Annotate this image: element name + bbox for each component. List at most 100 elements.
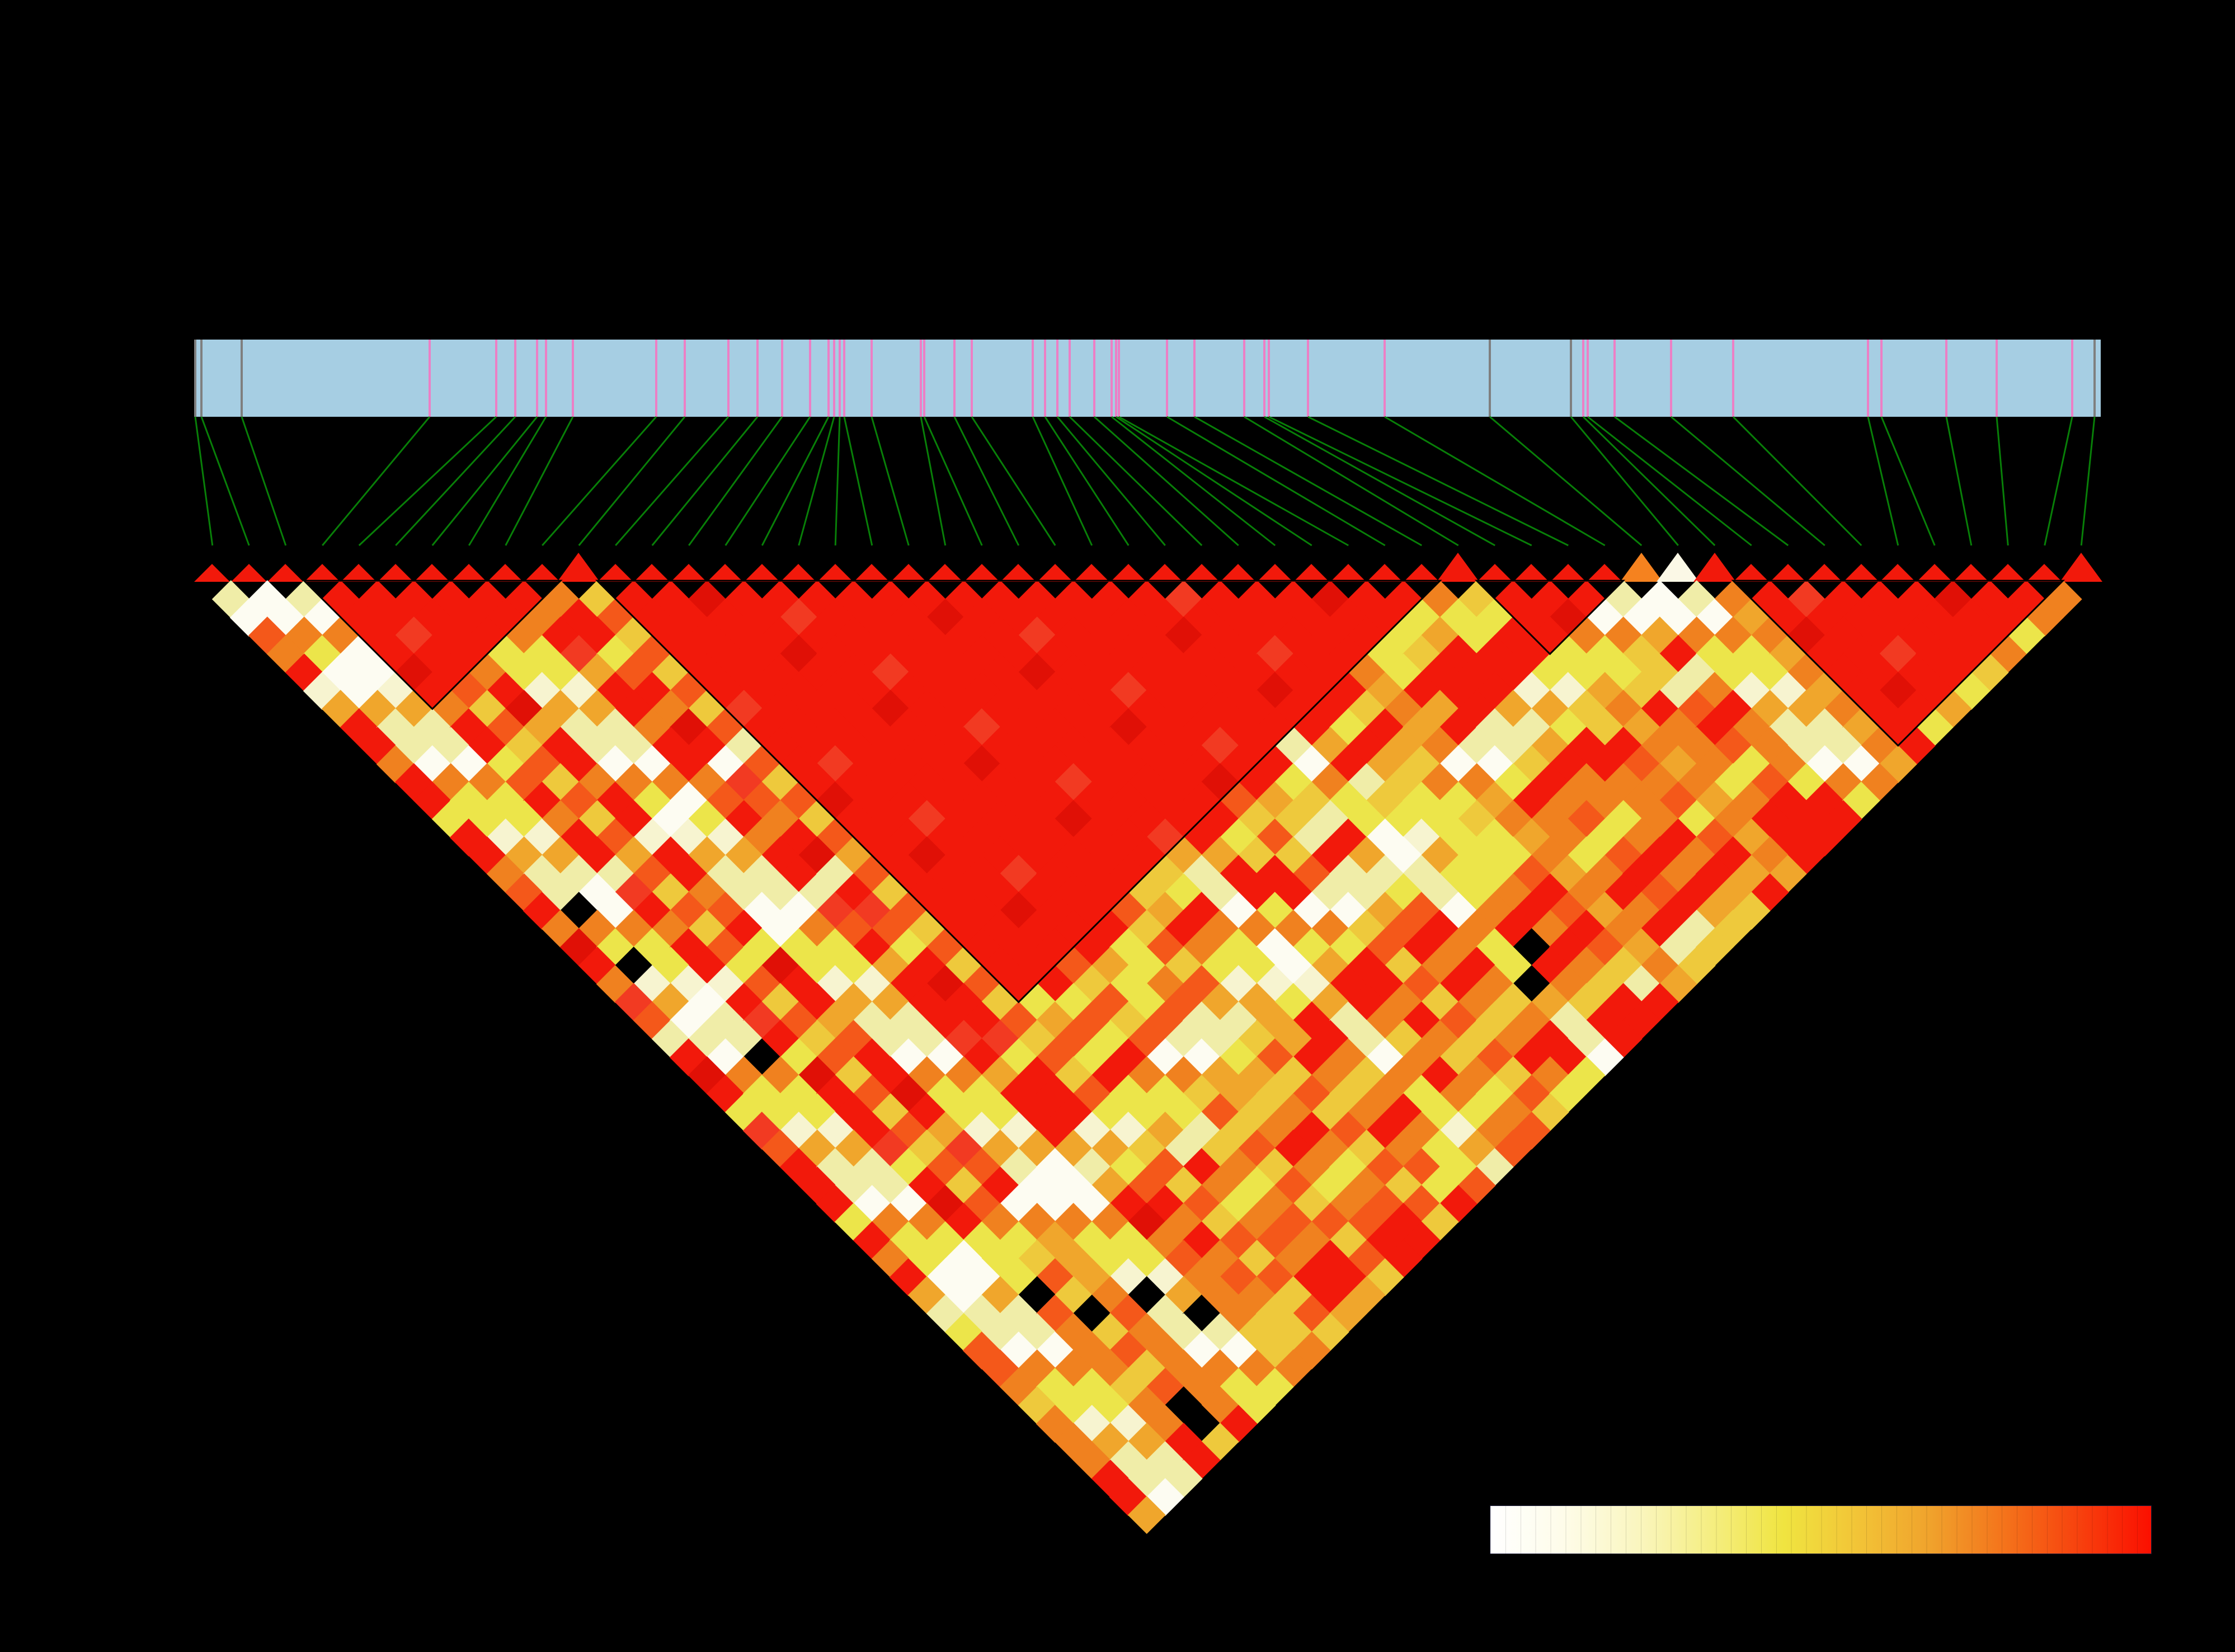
snp-connector-line — [843, 416, 873, 546]
ideogram-position-tick — [827, 340, 830, 417]
snp-connector-line — [200, 416, 250, 546]
ideogram-position-tick — [1570, 340, 1572, 417]
snp-marker-triangle — [963, 564, 1000, 582]
ideogram-position-tick — [971, 340, 973, 417]
snp-connector-line — [1032, 416, 1093, 546]
snp-connector-line — [1264, 416, 1495, 547]
ideogram-position-tick — [684, 340, 686, 417]
ideogram-position-tick — [923, 340, 925, 417]
haplotype-block-outline — [1474, 580, 1626, 656]
snp-marker-triangle — [1437, 553, 1479, 582]
ideogram-position-tick — [809, 340, 811, 417]
snp-connector-line — [1489, 416, 1643, 547]
snp-connector-line — [1582, 416, 1716, 547]
snp-connector-line — [1166, 416, 1386, 547]
snp-marker-triangle — [377, 564, 413, 582]
snp-connector-line — [1867, 416, 1899, 546]
haplotype-block-outline — [1731, 580, 2065, 747]
snp-connector-line — [1945, 416, 1973, 546]
snp-marker-triangle — [1620, 553, 1663, 582]
snp-connector-line — [468, 416, 547, 546]
snp-marker-triangle — [524, 564, 560, 582]
snp-connector-line — [834, 416, 841, 546]
ideogram-position-tick — [1489, 340, 1491, 417]
snp-connector-line — [505, 416, 574, 546]
snp-marker-triangle — [1657, 553, 1699, 582]
ideogram-position-tick — [1996, 340, 1998, 417]
snp-marker-triangle — [1513, 564, 1549, 582]
snp-marker-triangle — [597, 564, 633, 582]
snp-marker-triangle — [1257, 564, 1293, 582]
snp-marker-triangle — [1953, 564, 1989, 582]
snp-connector-lines — [194, 416, 2096, 547]
snp-marker-triangle — [634, 564, 670, 582]
ld-color-scale-legend — [1490, 1505, 2152, 1554]
ideogram-position-tick — [843, 340, 845, 417]
ideogram-position-tick — [1193, 340, 1196, 417]
snp-marker-triangle — [1587, 564, 1622, 582]
ideogram-position-tick — [839, 340, 841, 417]
ideogram-position-tick — [545, 340, 547, 417]
snp-marker-triangle — [1476, 564, 1513, 582]
snp-connector-line — [798, 416, 835, 546]
snp-marker-triangle — [1074, 564, 1109, 582]
ideogram-position-tick — [655, 340, 657, 417]
ideogram-position-tick — [1263, 340, 1265, 417]
snp-connector-line — [1044, 416, 1130, 546]
ideogram-position-tick — [1118, 340, 1120, 417]
ideogram-position-tick — [1587, 340, 1589, 417]
snp-marker-triangle — [304, 564, 340, 582]
snp-connector-line — [871, 416, 910, 546]
legend-segment-separators — [1490, 1506, 2151, 1554]
snp-marker-triangle — [194, 564, 230, 582]
ideogram-position-tick — [727, 340, 730, 417]
chromosome-ideogram-bar — [194, 340, 2101, 417]
snp-marker-triangle — [670, 564, 707, 582]
ideogram-position-tick — [200, 340, 203, 417]
snp-marker-triangle — [707, 564, 743, 582]
snp-marker-triangle — [1770, 564, 1806, 582]
snp-connector-line — [1880, 416, 1936, 546]
ideogram-position-tick — [920, 340, 922, 417]
snp-connector-line — [358, 416, 497, 547]
snp-marker-triangle — [854, 564, 890, 582]
snp-connector-line — [971, 416, 1056, 546]
ideogram-position-tick — [1268, 340, 1270, 417]
ideogram-position-tick — [1243, 340, 1245, 417]
snp-marker-triangle — [817, 564, 853, 582]
snp-marker-triangle — [450, 564, 487, 582]
snp-connector-line — [542, 416, 657, 546]
ideogram-position-tick — [429, 340, 431, 417]
snp-marker-triangle — [1880, 564, 1916, 582]
ideogram-position-tick — [514, 340, 516, 417]
ideogram-position-tick — [1613, 340, 1616, 417]
snp-marker-triangle — [1037, 564, 1073, 582]
ideogram-position-tick — [1670, 340, 1672, 417]
snp-marker-triangle — [1147, 564, 1183, 582]
snp-marker-triangle — [927, 564, 963, 582]
snp-connector-line — [194, 416, 214, 546]
snp-connector-line — [395, 416, 516, 547]
snp-marker-triangle — [1000, 564, 1036, 582]
ideogram-position-tick — [572, 340, 574, 417]
snp-connector-line — [1118, 416, 1349, 547]
ideogram-position-tick — [1384, 340, 1386, 417]
snp-marker-triangle — [267, 564, 303, 582]
snp-connector-line — [1268, 416, 1532, 547]
snp-marker-triangle — [1693, 553, 1736, 582]
snp-marker-triangle — [1293, 564, 1329, 582]
ideogram-position-tick — [1732, 340, 1734, 417]
snp-marker-triangle — [1110, 564, 1146, 582]
snp-connector-line — [1587, 416, 1752, 547]
snp-marker-triangle — [890, 564, 926, 582]
ideogram-position-tick — [2093, 340, 2096, 417]
ideogram-position-tick — [1307, 340, 1309, 417]
ideogram-position-tick — [1032, 340, 1034, 417]
snp-connector-line — [1732, 416, 1862, 547]
snp-marker-triangle — [2026, 564, 2062, 582]
ideogram-position-tick — [1166, 340, 1168, 417]
snp-connector-line — [322, 416, 431, 546]
snp-connector-line — [1570, 416, 1679, 546]
ideogram-position-tick — [1115, 340, 1117, 417]
